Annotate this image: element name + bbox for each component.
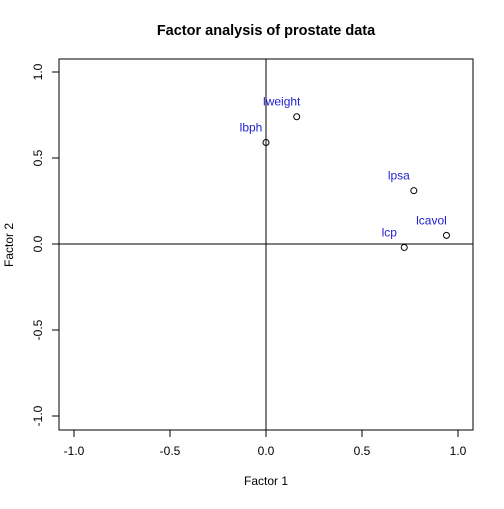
x-tick-label: 0.0 [258,444,275,458]
x-tick-label: 1.0 [450,444,467,458]
point-label-lweight: lweight [263,95,301,109]
plot-content: -1.0 -0.5 0.0 0.5 1.0 -1.0 -0.5 0.0 0.5 1.0 lweigh… [31,59,473,458]
x-axis-label: Factor 1 [244,474,288,488]
point-lpsa [410,187,418,195]
y-tick-label: -1.0 [31,405,45,426]
x-tick-label: -0.5 [160,444,181,458]
x-tick-label: -1.0 [64,444,85,458]
point-lcavol [442,231,450,239]
point-label-lpsa: lpsa [388,169,410,183]
x-tick-label: 0.5 [354,444,371,458]
chart-title: Factor analysis of prostate data [157,23,376,39]
point-lbph [262,139,270,147]
point-label-lbph: lbph [240,121,263,135]
point-lcp [400,243,408,251]
point-lweight [293,113,301,121]
y-tick-label: -0.5 [31,319,45,340]
y-axis-label: Factor 2 [2,223,16,267]
y-tick-label: 1.0 [31,63,45,80]
point-label-lcavol: lcavol [416,213,447,227]
y-tick-label: 0.0 [31,235,45,252]
y-tick-label: 0.5 [31,149,45,166]
point-label-lcp: lcp [382,225,398,239]
